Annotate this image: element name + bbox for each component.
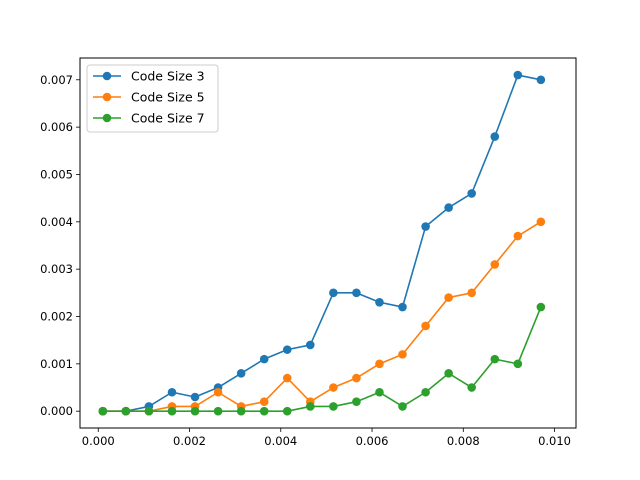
x-tick-label: 0.000	[82, 434, 115, 448]
data-point	[305, 402, 315, 411]
series-layer	[98, 70, 546, 416]
legend-marker-icon	[102, 92, 112, 102]
data-point	[467, 189, 476, 198]
data-point	[444, 203, 453, 212]
x-tick-label: 0.010	[538, 434, 571, 448]
plot-frame	[79, 57, 577, 429]
data-point	[421, 222, 430, 231]
data-point	[282, 406, 292, 416]
data-point	[329, 383, 338, 392]
legend-marker-icon	[102, 71, 112, 81]
data-point	[282, 345, 292, 354]
data-point	[305, 340, 315, 350]
data-point	[444, 369, 453, 378]
x-tick-label: 0.008	[447, 434, 480, 448]
data-point	[490, 132, 500, 141]
data-point	[352, 397, 361, 407]
data-point	[421, 321, 430, 331]
x-tick-label: 0.004	[264, 434, 297, 448]
data-point	[282, 373, 292, 383]
y-tick-label: 0.000	[40, 404, 73, 418]
y-tick-label: 0.005	[40, 167, 73, 181]
data-point	[467, 288, 476, 298]
data-point	[144, 406, 154, 416]
data-point	[513, 231, 523, 241]
x-axis: 0.000 0.002 0.004 0.006 0.008 0.010	[82, 428, 571, 448]
data-point	[490, 354, 500, 364]
data-point	[167, 406, 177, 416]
y-axis: 0.000 0.001 0.002 0.003 0.004 0.005 0.006 0.007	[40, 73, 80, 418]
data-point	[190, 406, 200, 416]
data-point	[375, 387, 384, 397]
data-point	[536, 75, 546, 85]
data-point	[352, 373, 361, 383]
data-point	[375, 359, 384, 369]
data-point	[536, 302, 546, 312]
legend-label: Code Size 5	[131, 90, 205, 105]
data-point	[329, 402, 338, 411]
data-point	[121, 406, 131, 416]
data-point	[329, 288, 338, 298]
data-point	[190, 392, 200, 402]
legend-marker-icon	[102, 113, 112, 123]
data-point	[236, 369, 246, 378]
data-point	[398, 350, 407, 359]
data-point	[259, 406, 269, 416]
y-tick-label: 0.002	[40, 310, 73, 324]
data-point	[213, 387, 223, 397]
data-point	[236, 406, 246, 416]
data-point	[259, 354, 269, 364]
data-point	[421, 387, 430, 397]
data-point	[352, 288, 361, 298]
data-point	[213, 406, 223, 416]
legend-label: Code Size 3	[131, 69, 205, 84]
data-point	[513, 70, 523, 80]
data-point	[398, 402, 407, 411]
legend-box	[86, 64, 219, 133]
x-tick-label: 0.006	[356, 434, 389, 448]
data-point	[167, 387, 177, 397]
y-tick-label: 0.004	[40, 215, 73, 229]
legend-label: Code Size 7	[131, 111, 205, 126]
y-tick-label: 0.007	[40, 73, 73, 87]
data-point	[490, 260, 500, 269]
data-point	[98, 406, 108, 416]
data-point	[444, 293, 453, 302]
x-tick-label: 0.002	[173, 434, 206, 448]
y-tick-label: 0.006	[40, 120, 73, 134]
data-point	[398, 302, 407, 312]
data-point	[467, 383, 476, 392]
legend: Code Size 3 Code Size 5 Code Size 7	[86, 64, 219, 133]
data-point	[259, 397, 269, 407]
data-point	[536, 217, 546, 227]
data-point	[513, 359, 523, 369]
y-tick-label: 0.001	[40, 357, 73, 371]
data-point	[375, 297, 384, 307]
y-tick-label: 0.003	[40, 262, 73, 276]
